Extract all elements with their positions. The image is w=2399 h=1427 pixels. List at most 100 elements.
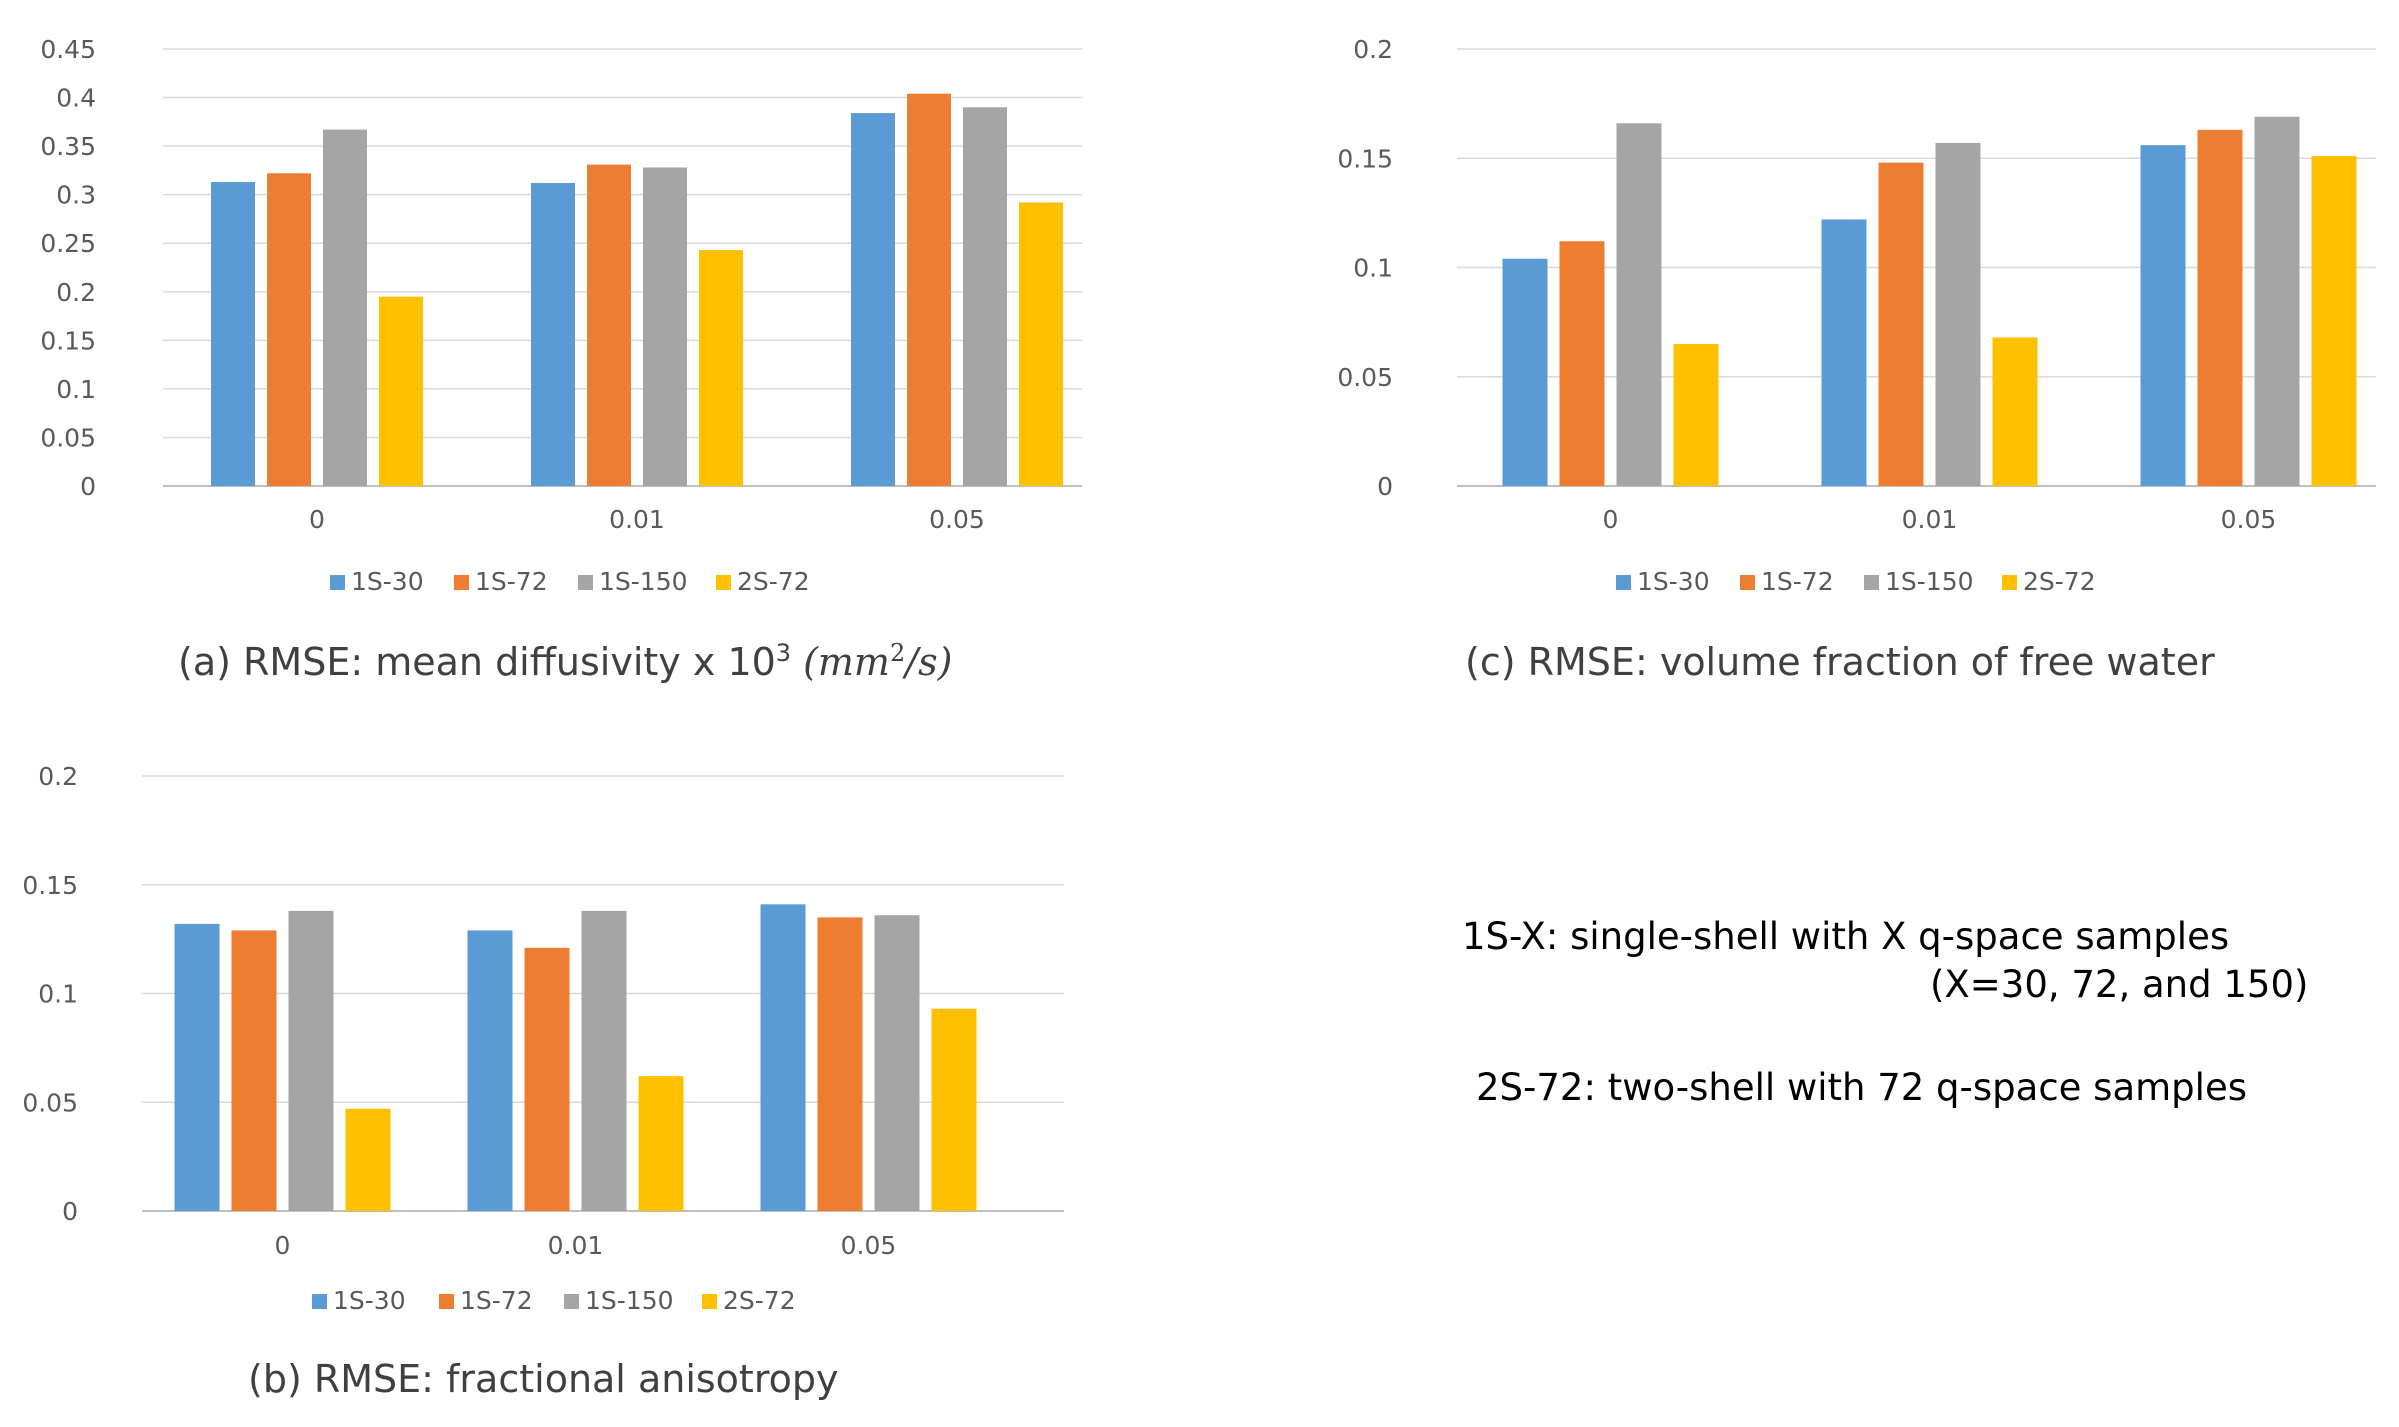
- chart-c-xtick-label: 0.01: [1902, 505, 1958, 534]
- chart-c-bar-1s-72-0.05: [2197, 129, 2243, 486]
- legend-b-label-1s72: 1S-72: [460, 1286, 533, 1315]
- chart-b-bar-1s-150-0: [288, 910, 334, 1211]
- chart-b-xtick-label: 0.05: [841, 1231, 897, 1260]
- chart-a-xtick-label: 0.05: [929, 505, 985, 534]
- chart-a-bar-1s-72-0: [267, 173, 311, 486]
- chart-a-bar-1s-150-0.01: [643, 167, 687, 486]
- note-single-shell-values: (X=30, 72, and 150): [1930, 963, 2308, 1006]
- chart-c-bar-2s-72-0.05: [2311, 156, 2357, 486]
- chart-b-ytick-label: 0.1: [38, 980, 78, 1009]
- chart-c-bar-1s-30-0.05: [2140, 145, 2186, 486]
- chart-c-bar-1s-150-0.05: [2254, 116, 2300, 487]
- chart-b-ytick-label: 0.15: [22, 871, 78, 900]
- legend-a-swatch-2s72: [716, 575, 731, 590]
- chart-b-bar-1s-30-0.05: [760, 904, 806, 1211]
- chart-b-ytick-label: 0.2: [38, 762, 78, 791]
- chart-b-bar-1s-72-0.01: [524, 947, 570, 1211]
- chart-b-plot: 0 0.05 0.1 0.15 0.2 0 0.01 0.05: [22, 762, 1064, 1260]
- chart-c: 0 0.05 0.1 0.15 0.2 0 0.01 0.05 1S-30 1S-72 1S-…: [1337, 35, 2376, 684]
- chart-a-caption: (a) RMSE: mean diffusivity x 103 (mm2/s): [178, 639, 952, 684]
- chart-c-xtick-label: 0.05: [2221, 505, 2277, 534]
- legend-c-swatch-1s150: [1864, 575, 1879, 590]
- chart-b-caption: (b) RMSE: fractional anisotropy: [248, 1357, 838, 1401]
- legend-b-swatch-2s72: [702, 1294, 717, 1309]
- legend-a-label-1s30: 1S-30: [351, 567, 424, 596]
- chart-a-bar-1s-30-0: [211, 182, 255, 486]
- chart-b-legend: 1S-30 1S-72 1S-150 2S-72: [312, 1286, 796, 1315]
- chart-a-xtick-label: 0: [309, 505, 325, 534]
- chart-a-ytick-label: 0.1: [56, 375, 96, 404]
- chart-a-bar-2s-72-0.01: [699, 250, 743, 486]
- legend-c-label-1s72: 1S-72: [1761, 567, 1834, 596]
- chart-c-bar-1s-150-0: [1616, 123, 1662, 486]
- legend-c-label-1s30: 1S-30: [1637, 567, 1710, 596]
- chart-c-bar-1s-72-0.01: [1878, 162, 1924, 486]
- chart-c-legend: 1S-30 1S-72 1S-150 2S-72: [1616, 567, 2096, 596]
- legend-a-label-1s72: 1S-72: [475, 567, 548, 596]
- chart-c-bar-1s-30-0: [1502, 258, 1548, 486]
- chart-b-ytick-label: 0.05: [22, 1088, 78, 1117]
- chart-b-bar-1s-72-0: [231, 930, 277, 1211]
- legend-c-swatch-1s72: [1740, 575, 1755, 590]
- legend-notes: 1S-X: single-shell with X q-space sample…: [1462, 915, 2308, 1109]
- chart-c-plot: 0 0.05 0.1 0.15 0.2 0 0.01 0.05: [1337, 35, 2376, 534]
- chart-b-bar-1s-150-0.05: [874, 915, 920, 1211]
- legend-a-swatch-1s72: [454, 575, 469, 590]
- legend-b-swatch-1s72: [439, 1294, 454, 1309]
- note-two-shell: 2S-72: two-shell with 72 q-space samples: [1476, 1066, 2247, 1109]
- chart-c-ytick-label: 0: [1377, 472, 1393, 501]
- chart-a-bar-1s-30-0.01: [531, 183, 575, 486]
- chart-a-ytick-label: 0.05: [40, 423, 96, 452]
- legend-c-label-1s150: 1S-150: [1885, 567, 1974, 596]
- chart-a-ytick-label: 0.3: [56, 181, 96, 210]
- chart-b-bar-1s-150-0.01: [581, 910, 627, 1211]
- note-single-shell: 1S-X: single-shell with X q-space sample…: [1462, 915, 2229, 958]
- chart-a-bar-2s-72-0: [379, 296, 423, 486]
- chart-c-ytick-label: 0.15: [1337, 144, 1393, 173]
- chart-c-ytick-label: 0.05: [1337, 363, 1393, 392]
- chart-a-bar-1s-150-0: [323, 129, 367, 486]
- chart-a-xtick-label: 0.01: [609, 505, 665, 534]
- chart-c-ytick-label: 0.2: [1353, 35, 1393, 64]
- chart-a-bar-1s-150-0.05: [963, 107, 1007, 487]
- chart-a-ytick-label: 0.45: [40, 35, 96, 64]
- chart-b-bar-1s-72-0.05: [817, 917, 863, 1211]
- chart-b-bar-2s-72-0.01: [638, 1076, 684, 1211]
- chart-c-caption: (c) RMSE: volume fraction of free water: [1465, 640, 2215, 684]
- legend-b-label-2s72: 2S-72: [723, 1286, 796, 1315]
- chart-c-xtick-label: 0: [1603, 505, 1619, 534]
- legend-c-label-2s72: 2S-72: [2023, 567, 2096, 596]
- chart-c-bar-2s-72-0: [1673, 343, 1719, 486]
- chart-b-bar-1s-30-0.01: [467, 930, 513, 1211]
- legend-c-swatch-2s72: [2002, 575, 2017, 590]
- chart-b-bar-1s-30-0: [174, 923, 220, 1211]
- chart-a-bar-1s-30-0.05: [851, 113, 895, 487]
- legend-b-label-1s30: 1S-30: [333, 1286, 406, 1315]
- legend-a-swatch-1s30: [330, 575, 345, 590]
- legend-b-swatch-1s150: [564, 1294, 579, 1309]
- chart-b-xtick-label: 0.01: [548, 1231, 604, 1260]
- legend-a-label-1s150: 1S-150: [599, 567, 688, 596]
- chart-c-bar-1s-30-0.01: [1821, 219, 1867, 486]
- chart-a-bar-1s-72-0.05: [907, 93, 951, 486]
- chart-c-bar-1s-150-0.01: [1935, 142, 1981, 486]
- chart-a-ytick-label: 0.2: [56, 278, 96, 307]
- chart-a-plot: 0 0.05 0.1 0.15 0.2 0.25 0.3 0.35 0.4 0.45 0 0.01 0.…: [40, 35, 1082, 534]
- chart-b: 0 0.05 0.1 0.15 0.2 0 0.01 0.05 1S-30 1S-72 1S-…: [22, 762, 1064, 1401]
- chart-b-bar-2s-72-0: [345, 1108, 391, 1211]
- legend-a-swatch-1s150: [578, 575, 593, 590]
- chart-c-ytick-label: 0.1: [1353, 254, 1393, 283]
- legend-a-label-2s72: 2S-72: [737, 567, 810, 596]
- legend-b-label-1s150: 1S-150: [585, 1286, 674, 1315]
- chart-a-ytick-label: 0: [80, 472, 96, 501]
- legend-b-swatch-1s30: [312, 1294, 327, 1309]
- chart-c-bar-1s-72-0: [1559, 241, 1605, 486]
- chart-b-ytick-label: 0: [62, 1197, 78, 1226]
- chart-b-xtick-label: 0: [275, 1231, 291, 1260]
- chart-a-ytick-label: 0.4: [56, 84, 96, 113]
- chart-a-ytick-label: 0.35: [40, 132, 96, 161]
- chart-b-bar-2s-72-0.05: [931, 1008, 977, 1211]
- chart-a-ytick-label: 0.15: [40, 326, 96, 355]
- chart-a: 0 0.05 0.1 0.15 0.2 0.25 0.3 0.35 0.4 0.45 0 0.01 0.…: [40, 35, 1082, 684]
